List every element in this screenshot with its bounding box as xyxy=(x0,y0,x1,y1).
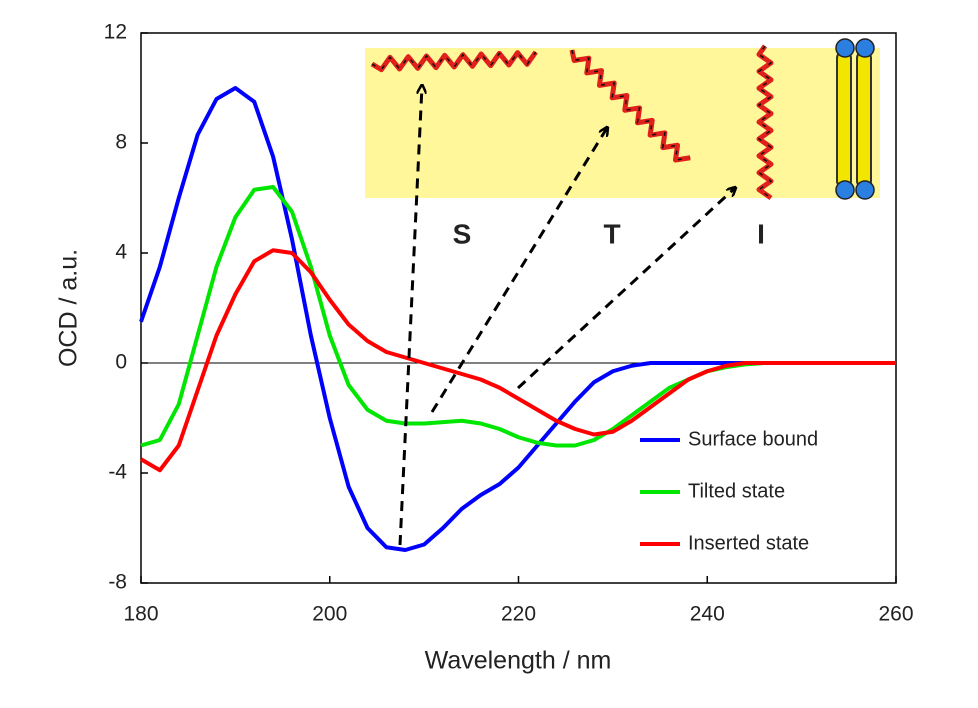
x-tick-label: 180 xyxy=(123,603,158,626)
y-tick-label: 8 xyxy=(115,131,127,154)
annotation: I xyxy=(757,218,765,249)
y-axis-label: OCD / a.u. xyxy=(55,249,83,367)
helix xyxy=(370,50,538,73)
x-axis-label: Wavelength / nm xyxy=(425,647,612,675)
x-tick-label: 260 xyxy=(878,603,913,626)
legend-label: Inserted state xyxy=(688,532,809,554)
y-tick-label: 0 xyxy=(115,351,127,374)
y-tick-label: -4 xyxy=(108,461,127,484)
y-tick-label: 4 xyxy=(115,241,127,264)
helix-shadow xyxy=(571,49,691,161)
lipid-bilayer-icon xyxy=(835,38,875,200)
y-tick-label: 12 xyxy=(104,21,127,44)
arrow xyxy=(398,86,422,546)
helix-shadow xyxy=(757,45,773,199)
arrow xyxy=(516,188,735,390)
series-line xyxy=(139,248,896,473)
x-tick-label: 200 xyxy=(312,603,347,626)
legend-label: Surface bound xyxy=(688,428,818,450)
series-line xyxy=(140,185,896,448)
y-tick-label: -8 xyxy=(108,571,127,594)
inset-panel xyxy=(365,48,880,198)
x-tick-label: 220 xyxy=(501,603,536,626)
legend-label: Tilted state xyxy=(688,480,785,502)
x-tick-label: 240 xyxy=(690,603,725,626)
annotation: T xyxy=(603,218,620,249)
arrow xyxy=(430,128,607,413)
helix-illustrations xyxy=(370,44,774,201)
annotation: S xyxy=(453,218,472,249)
